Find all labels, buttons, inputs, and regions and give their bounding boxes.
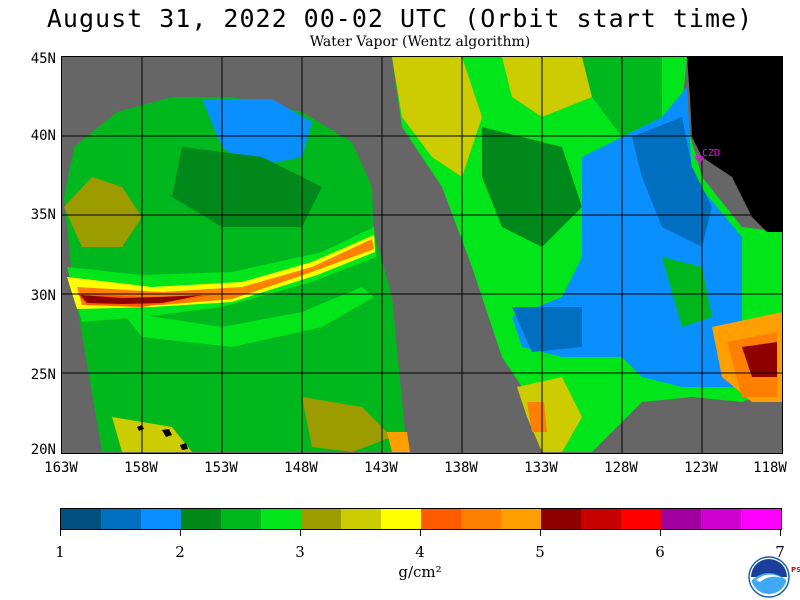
colorbar-swatch <box>381 509 421 529</box>
colorbar-tick <box>300 529 301 536</box>
colorbar-swatch <box>581 509 621 529</box>
colorbar-swatch <box>341 509 381 529</box>
colorbar <box>60 508 782 530</box>
lon-label: 123W <box>684 460 718 476</box>
colorbar-swatch <box>141 509 181 529</box>
lon-label: 118W <box>753 460 787 476</box>
psl-text: PSL <box>791 566 800 574</box>
lon-label: 158W <box>124 460 158 476</box>
colorbar-tick <box>180 529 181 536</box>
land-mass <box>687 57 782 232</box>
colorbar-swatch <box>101 509 141 529</box>
colorbar-swatch <box>741 509 781 529</box>
colorbar-swatch <box>541 509 581 529</box>
colorbar-swatch <box>701 509 741 529</box>
colorbar-label: 3 <box>295 543 305 561</box>
lat-label: 20N <box>30 442 56 458</box>
lon-label: 143W <box>364 460 398 476</box>
lat-label: 45N <box>30 51 56 67</box>
lon-label: 148W <box>284 460 318 476</box>
colorbar-swatch <box>261 509 301 529</box>
colorbar-swatch <box>301 509 341 529</box>
colorbar-label: 2 <box>175 543 185 561</box>
colorbar-swatch <box>661 509 701 529</box>
chart-title: August 31, 2022 00-02 UTC (Orbit start t… <box>46 4 754 33</box>
map-grid <box>62 57 782 453</box>
colorbar-label: 6 <box>655 543 665 561</box>
lon-label: 128W <box>604 460 638 476</box>
colorbar-label: 7 <box>775 543 785 561</box>
colorbar-label: 4 <box>415 543 425 561</box>
colorbar-tick <box>420 529 421 536</box>
colorbar-label: 1 <box>55 543 65 561</box>
colorbar-swatch <box>461 509 501 529</box>
colorbar-swatch <box>501 509 541 529</box>
lon-label: 138W <box>444 460 478 476</box>
colorbar-swatch <box>621 509 661 529</box>
lat-label: 35N <box>30 207 56 223</box>
chart-subtitle: Water Vapor (Wentz algorithm) <box>309 34 531 50</box>
map-image: CZD <box>62 57 782 453</box>
lat-label: 40N <box>30 128 56 144</box>
colorbar-tick <box>780 529 781 536</box>
colorbar-swatch <box>61 509 101 529</box>
station-marker <box>693 156 704 165</box>
lon-label: 133W <box>524 460 558 476</box>
station-label: CZD <box>702 148 720 159</box>
colorbar-swatch <box>181 509 221 529</box>
lon-label: 163W <box>44 460 78 476</box>
lat-label: 25N <box>30 367 56 383</box>
colorbar-units: g/cm² <box>398 563 442 581</box>
colorbar-tick <box>540 529 541 536</box>
lon-label: 153W <box>204 460 238 476</box>
colorbar-label: 5 <box>535 543 545 561</box>
water-vapor-map: CZD <box>61 56 783 454</box>
colorbar-swatch <box>221 509 261 529</box>
noaa-logo-icon <box>748 556 790 598</box>
colorbar-tick <box>660 529 661 536</box>
colorbar-tick <box>60 529 61 536</box>
colorbar-swatch <box>421 509 461 529</box>
lat-label: 30N <box>30 288 56 304</box>
